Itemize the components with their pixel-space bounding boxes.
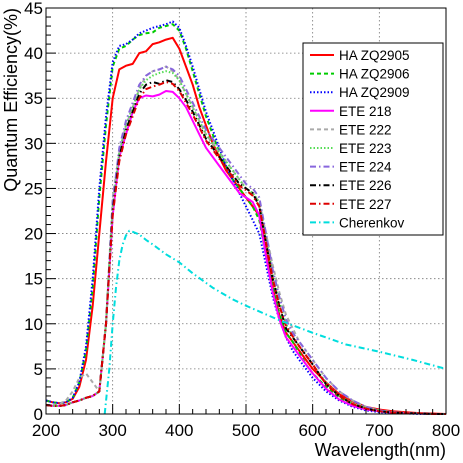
y-tick-label: 40 xyxy=(24,44,43,63)
y-axis-title: Quantum Efficiency(%) xyxy=(1,8,21,192)
x-tick-label: 600 xyxy=(298,421,326,440)
x-tick-label: 700 xyxy=(365,421,393,440)
x-tick-label: 300 xyxy=(98,421,126,440)
y-tick-label: 15 xyxy=(24,270,43,289)
y-tick-label: 45 xyxy=(24,0,43,18)
series-line xyxy=(45,20,446,415)
legend-label: HA ZQ2906 xyxy=(339,67,410,82)
legend-label: ETE 224 xyxy=(339,160,392,175)
legend-label: HA ZQ2909 xyxy=(339,85,410,100)
y-tick-label: 10 xyxy=(24,315,43,334)
legend-label: HA ZQ2905 xyxy=(339,48,410,63)
y-tick-label: 0 xyxy=(34,405,43,424)
legend-label: ETE 227 xyxy=(339,197,392,212)
x-tick-label: 400 xyxy=(165,421,193,440)
series-line xyxy=(103,229,447,415)
legend-label: Cherenkov xyxy=(339,215,405,230)
x-tick-label: 800 xyxy=(432,421,460,440)
series-line xyxy=(45,70,446,415)
y-tick-label: 20 xyxy=(24,225,43,244)
y-tick-label: 25 xyxy=(24,179,43,198)
series-line xyxy=(45,23,446,415)
legend-label: ETE 226 xyxy=(339,178,392,193)
legend-label: ETE 218 xyxy=(339,104,392,119)
legend-label: ETE 222 xyxy=(339,122,392,137)
y-tick-label: 5 xyxy=(34,360,43,379)
series-lines xyxy=(45,20,447,415)
legend: HA ZQ2905 HA ZQ2906 HA ZQ2909 ETE 218 ETE 22… xyxy=(302,42,444,236)
series-line xyxy=(45,65,446,415)
legend-label: ETE 223 xyxy=(339,141,392,156)
x-axis-title: Wavelength(nm) xyxy=(315,440,446,460)
axis-ticks: 200 300 400 500 600 700 800 0 5 10 15 20 25 30 35 40 45 xyxy=(24,0,460,440)
y-tick-label: 35 xyxy=(24,89,43,108)
x-tick-label: 500 xyxy=(232,421,260,440)
y-tick-label: 30 xyxy=(24,134,43,153)
x-tick-label: 200 xyxy=(32,421,60,440)
series-line xyxy=(45,79,446,415)
legend-box xyxy=(302,42,444,236)
